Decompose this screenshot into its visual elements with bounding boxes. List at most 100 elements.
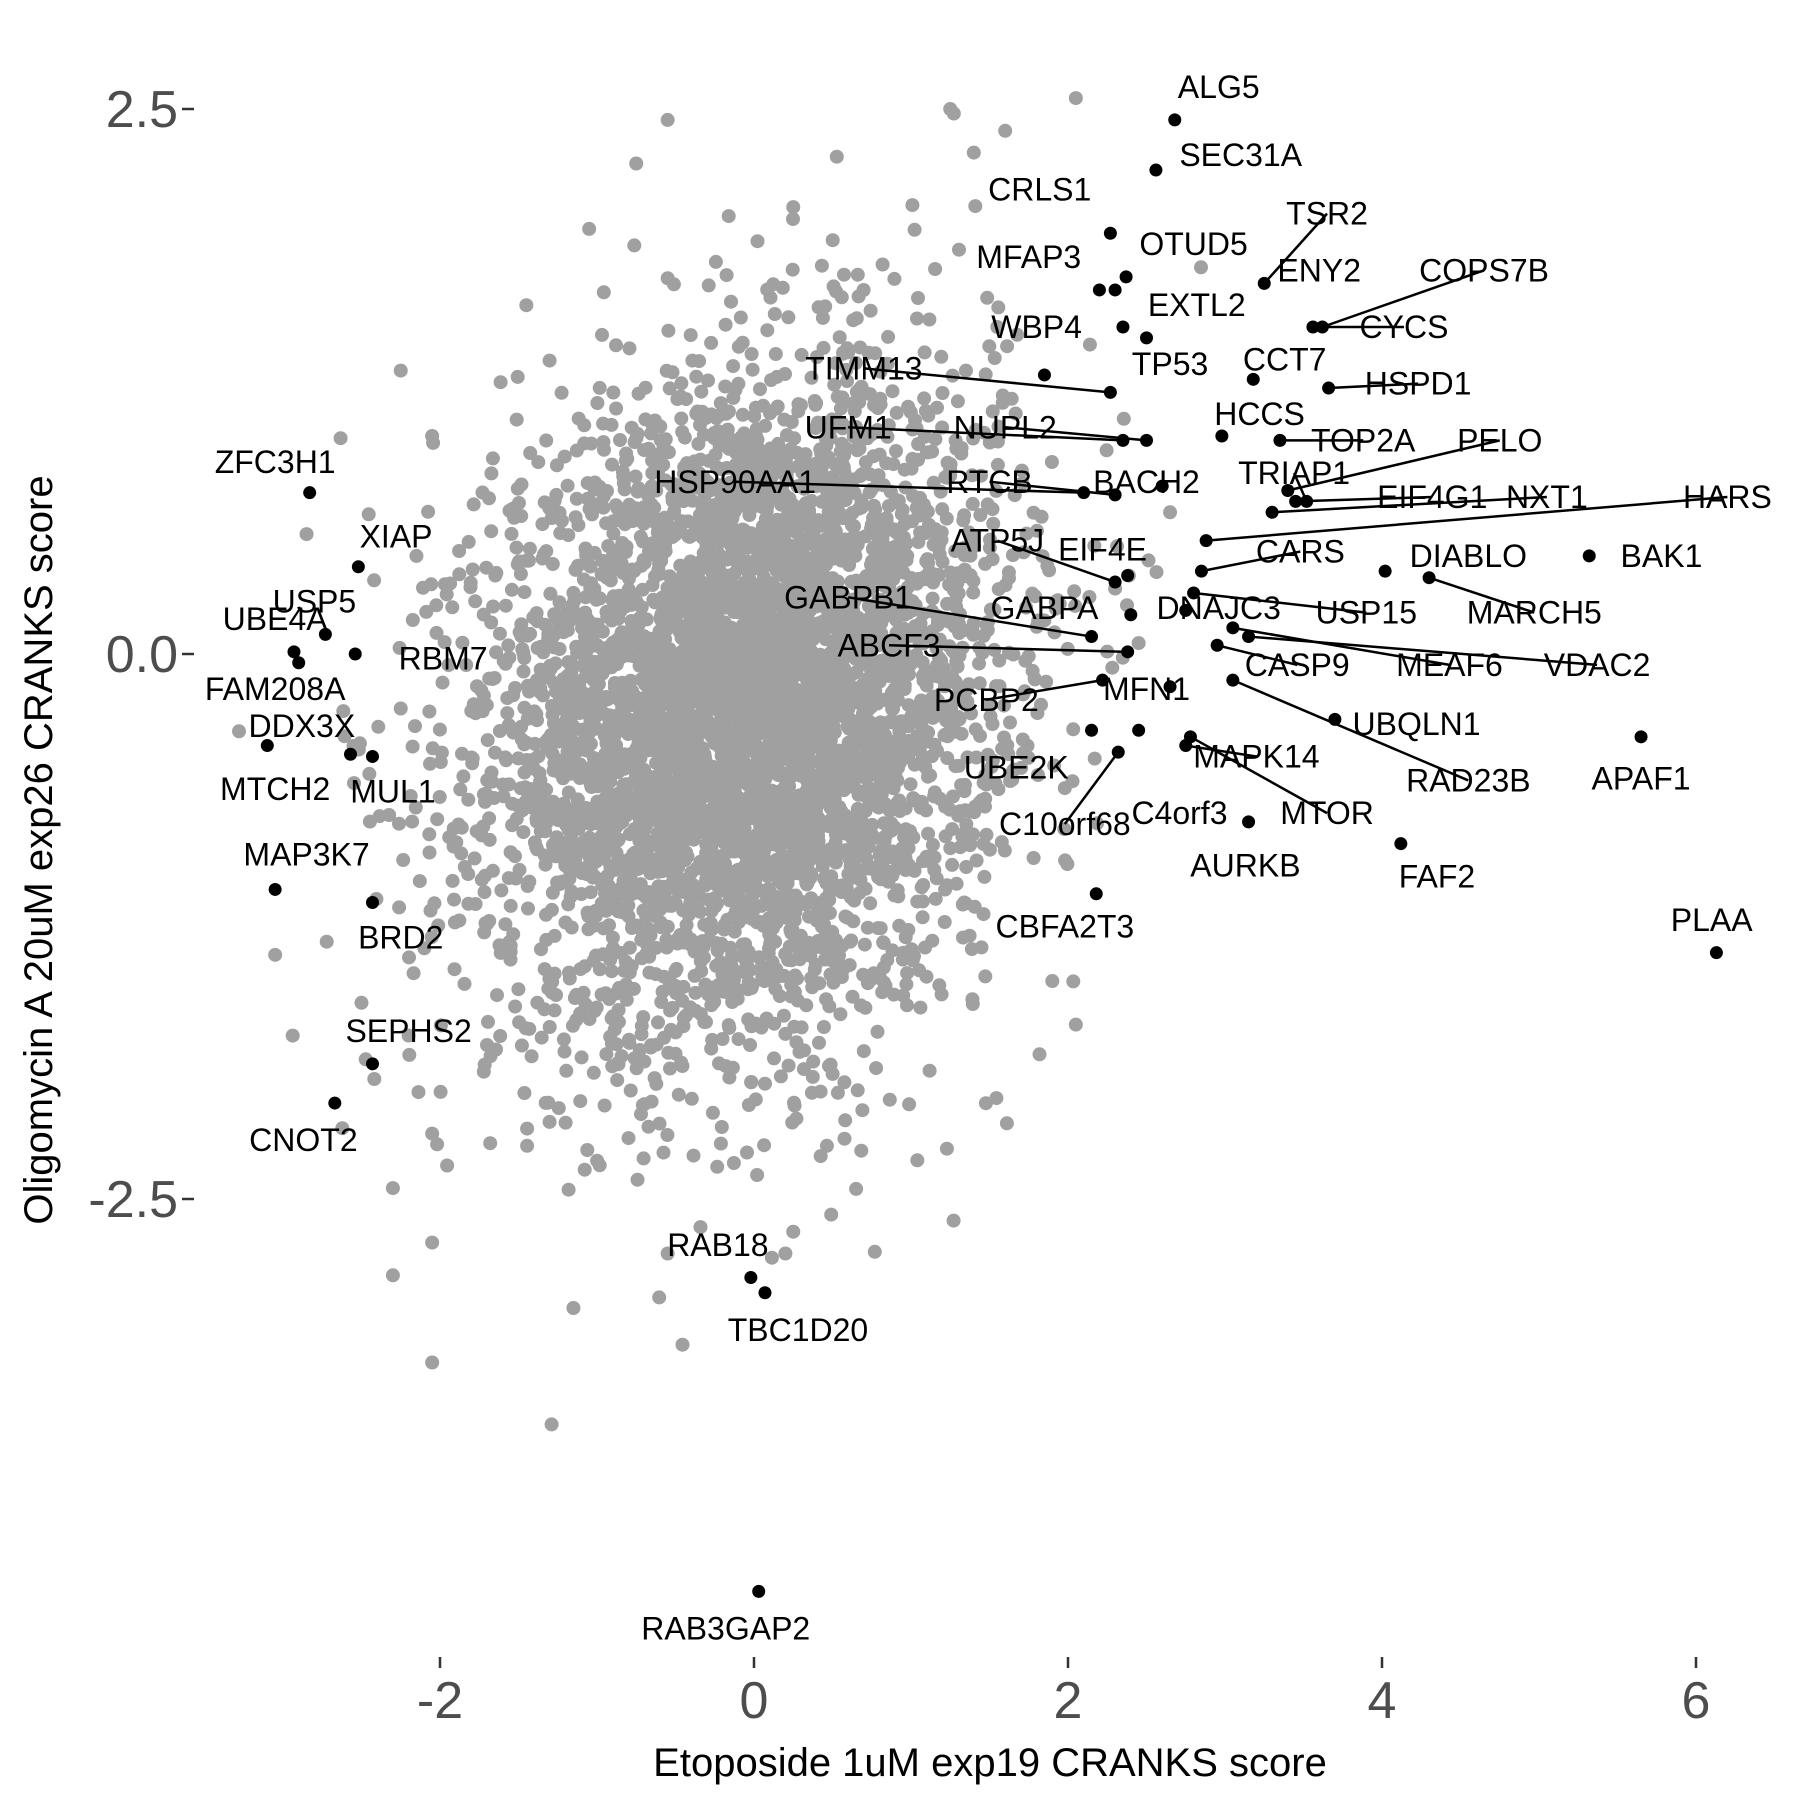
background-point bbox=[750, 234, 765, 249]
background-point bbox=[661, 323, 676, 338]
background-point bbox=[854, 493, 869, 508]
background-point bbox=[606, 514, 621, 529]
background-point bbox=[927, 785, 942, 800]
background-point bbox=[396, 853, 411, 867]
background-point bbox=[1000, 339, 1015, 354]
background-point bbox=[777, 412, 792, 427]
background-point bbox=[594, 987, 609, 1002]
background-point bbox=[799, 998, 814, 1013]
background-point bbox=[604, 964, 619, 979]
background-point bbox=[843, 683, 858, 698]
background-point bbox=[838, 1113, 853, 1128]
background-point bbox=[813, 561, 828, 576]
background-point bbox=[689, 369, 704, 384]
background-point bbox=[715, 750, 730, 764]
background-point bbox=[748, 400, 763, 415]
background-point bbox=[948, 592, 963, 607]
background-point bbox=[766, 974, 780, 989]
background-point bbox=[885, 384, 900, 399]
background-point bbox=[542, 1114, 557, 1129]
background-point bbox=[907, 222, 922, 237]
background-point bbox=[723, 695, 738, 710]
background-point bbox=[701, 987, 716, 1002]
background-point bbox=[604, 417, 619, 432]
background-point bbox=[749, 915, 764, 930]
background-point bbox=[664, 898, 679, 913]
background-point bbox=[661, 689, 675, 704]
background-point bbox=[778, 947, 793, 962]
background-point bbox=[830, 389, 845, 404]
background-point bbox=[1141, 553, 1156, 568]
background-point bbox=[959, 860, 974, 874]
background-point bbox=[849, 311, 864, 326]
background-point bbox=[371, 719, 386, 734]
background-point bbox=[743, 1038, 757, 1052]
background-point bbox=[496, 654, 511, 669]
background-point bbox=[443, 576, 458, 591]
background-point bbox=[741, 760, 756, 774]
background-point bbox=[1116, 411, 1131, 426]
background-point bbox=[335, 1121, 350, 1136]
background-point bbox=[745, 362, 760, 377]
background-point bbox=[674, 1055, 689, 1070]
background-point bbox=[744, 601, 759, 616]
background-point bbox=[1087, 538, 1102, 553]
background-point bbox=[721, 404, 736, 419]
background-point bbox=[392, 900, 407, 915]
background-point bbox=[911, 452, 925, 467]
background-point bbox=[704, 335, 719, 350]
background-point bbox=[641, 921, 656, 936]
background-point bbox=[925, 444, 940, 459]
background-point bbox=[842, 958, 857, 973]
background-point bbox=[590, 396, 605, 410]
background-point bbox=[791, 404, 806, 419]
background-point bbox=[565, 718, 580, 733]
background-point bbox=[909, 421, 924, 436]
background-point bbox=[972, 656, 986, 671]
background-point bbox=[686, 878, 701, 892]
background-point bbox=[707, 698, 722, 713]
background-point bbox=[783, 442, 798, 457]
background-point bbox=[514, 732, 529, 747]
background-point bbox=[816, 1020, 831, 1034]
background-point bbox=[1194, 260, 1208, 275]
background-point bbox=[844, 933, 859, 948]
background-point bbox=[824, 1207, 839, 1222]
background-point bbox=[870, 423, 885, 437]
background-point bbox=[468, 897, 483, 911]
background-point bbox=[1010, 327, 1025, 342]
background-point bbox=[528, 681, 543, 696]
background-point bbox=[543, 661, 558, 676]
background-point bbox=[545, 557, 560, 571]
background-point bbox=[620, 788, 635, 803]
background-point bbox=[750, 1168, 765, 1182]
background-point bbox=[982, 339, 997, 354]
background-point bbox=[465, 756, 480, 771]
background-point bbox=[599, 692, 614, 707]
background-point bbox=[500, 691, 515, 706]
background-point bbox=[907, 757, 922, 772]
background-point bbox=[445, 873, 460, 888]
background-point bbox=[819, 1138, 834, 1153]
background-point bbox=[753, 883, 768, 898]
background-point bbox=[529, 606, 544, 621]
background-point bbox=[985, 404, 1000, 419]
background-point bbox=[613, 433, 627, 447]
background-point bbox=[578, 661, 593, 676]
background-point bbox=[769, 657, 784, 672]
background-point bbox=[512, 862, 527, 877]
background-point bbox=[605, 896, 620, 911]
background-point bbox=[759, 504, 774, 519]
background-point bbox=[857, 682, 871, 697]
background-point bbox=[574, 887, 589, 901]
background-point bbox=[856, 1044, 871, 1059]
background-point bbox=[684, 1091, 699, 1106]
background-point bbox=[474, 683, 489, 698]
background-point bbox=[837, 267, 851, 282]
background-point bbox=[630, 1172, 645, 1187]
background-point bbox=[461, 867, 476, 882]
background-point bbox=[675, 1337, 690, 1352]
background-point bbox=[610, 1073, 625, 1088]
background-point bbox=[522, 1021, 537, 1036]
background-point bbox=[770, 399, 785, 414]
